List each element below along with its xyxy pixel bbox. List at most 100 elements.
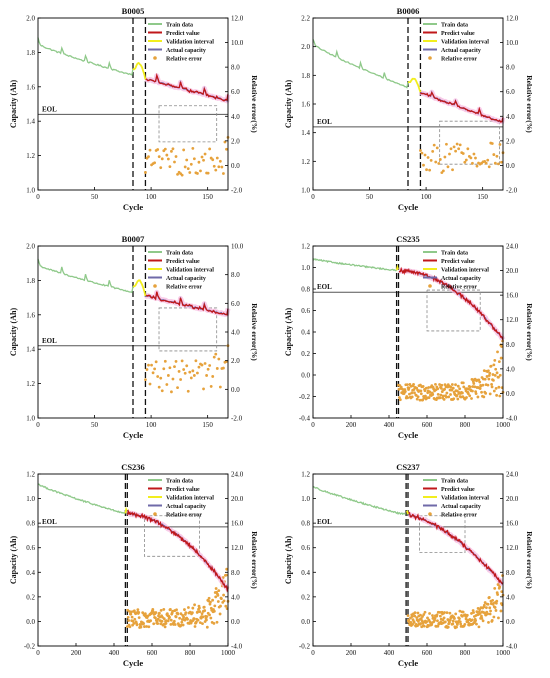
y2-tick-label: 8.0: [506, 341, 515, 349]
relative-error-point: [187, 606, 190, 609]
relative-error-point: [194, 359, 198, 363]
y2-tick-label: 4.0: [231, 329, 240, 337]
legend: Train data Predict value Validation interv…: [148, 250, 214, 290]
relative-error-point: [482, 369, 486, 373]
relative-error-point: [485, 375, 489, 378]
relative-error-point: [474, 156, 477, 160]
relative-error-point: [494, 601, 498, 605]
y-tick-label: -0.2: [299, 393, 311, 401]
y-axis-label: Capacity (Ah): [9, 536, 18, 585]
x-tick-label: 1000: [496, 421, 511, 429]
relative-error-point: [452, 145, 456, 149]
relative-error-point: [449, 385, 453, 389]
relative-error-point: [145, 625, 149, 628]
relative-error-point: [468, 394, 472, 398]
relative-error-point: [162, 617, 166, 621]
legend-label: Relative error: [166, 512, 202, 518]
relative-error-point: [169, 618, 173, 622]
x-axis-label: Cycle: [123, 430, 144, 440]
y-axis-label: Capacity (Ah): [9, 80, 18, 129]
zoom-box: [158, 105, 218, 143]
relative-error-point: [498, 394, 502, 398]
relative-error-point: [443, 387, 446, 391]
y-tick-label: 1.0: [301, 264, 310, 272]
relative-error-point: [171, 377, 175, 381]
relative-error-point: [138, 622, 142, 626]
relative-error-point: [445, 395, 448, 399]
predict-halo: [125, 510, 230, 592]
relative-error-point: [453, 617, 456, 620]
relative-error-point: [458, 617, 461, 621]
relative-error-point: [461, 381, 465, 385]
relative-error-point: [492, 615, 496, 619]
relative-error-point: [403, 390, 407, 393]
relative-error-point: [147, 363, 150, 367]
relative-error-point: [484, 391, 488, 395]
y-axis-label: Capacity (Ah): [284, 308, 293, 357]
relative-error-point: [492, 601, 495, 605]
relative-error-point: [129, 612, 133, 616]
relative-error-point: [477, 378, 481, 382]
relative-error-point: [419, 617, 423, 620]
relative-error-point: [420, 619, 424, 623]
relative-error-point: [165, 383, 169, 386]
relative-error-point: [169, 622, 173, 626]
x-tick-label: 600: [422, 649, 433, 657]
legend-label: Validation interval: [441, 267, 489, 273]
x-tick-label: 50: [91, 193, 99, 201]
relative-error-point: [436, 619, 439, 623]
y2-tick-label: 12.0: [506, 544, 519, 552]
relative-error-point: [154, 616, 157, 620]
relative-error-point: [190, 611, 194, 615]
relative-error-point: [196, 610, 200, 614]
relative-error-point: [214, 587, 218, 590]
relative-error-point: [133, 617, 137, 621]
relative-error-point: [220, 597, 223, 601]
relative-error-point: [407, 386, 411, 390]
relative-error-point: [217, 165, 221, 169]
relative-error-point: [173, 623, 177, 626]
relative-error-point: [201, 622, 204, 626]
relative-error-point: [166, 619, 170, 623]
relative-error-points: [144, 135, 230, 177]
x-tick-label: 0: [36, 649, 40, 657]
relative-error-point: [211, 158, 215, 162]
relative-error-point: [166, 374, 170, 377]
relative-error-point: [176, 172, 179, 176]
relative-error-point: [154, 360, 158, 364]
relative-error-point: [474, 619, 478, 622]
relative-error-point: [225, 147, 228, 151]
y-tick-label: 1.2: [26, 471, 35, 479]
relative-error-point: [423, 610, 427, 614]
relative-error-point: [144, 378, 147, 381]
relative-error-point: [484, 161, 488, 165]
legend-label: Train data: [166, 478, 193, 484]
relative-error-point: [163, 147, 167, 151]
legend-label: Actual capacity: [166, 276, 206, 282]
relative-error-points: [397, 339, 505, 402]
validation-interval-line: [407, 77, 422, 93]
relative-error-point: [175, 608, 178, 612]
relative-error-point: [456, 384, 460, 388]
relative-error-point: [488, 606, 492, 610]
relative-error-point: [443, 620, 447, 624]
eol-label: EOL: [317, 283, 332, 291]
relative-error-point: [477, 625, 481, 629]
x-tick-label: 400: [384, 421, 395, 429]
relative-error-point: [413, 611, 417, 615]
y-tick-label: 0.6: [301, 307, 310, 315]
legend: Train data Predict value Validation interv…: [148, 478, 214, 518]
x-tick-label: 400: [384, 649, 395, 657]
y-tick-label: 1.2: [301, 158, 310, 166]
y2-tick-label: -2.0: [231, 415, 243, 423]
actual-capacity-line: [407, 513, 504, 585]
predict-value-line: [398, 266, 504, 341]
relative-error-point: [159, 609, 163, 612]
relative-error-point: [209, 616, 213, 620]
relative-error-point: [441, 169, 445, 173]
relative-error-point: [212, 355, 216, 359]
chart-panel-cs236: EOL 0 200 400 600 800 1000 -0.2 0.0 0.2 0.4 0.6 0.8 1…: [9, 462, 259, 668]
relative-error-point: [481, 619, 485, 623]
x-axis-label: Cycle: [123, 202, 144, 212]
chart-title: CS235: [396, 234, 420, 244]
